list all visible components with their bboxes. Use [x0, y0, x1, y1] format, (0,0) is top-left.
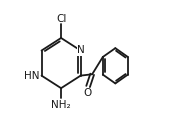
Text: O: O — [83, 88, 91, 98]
Text: NH₂: NH₂ — [51, 100, 71, 110]
Text: HN: HN — [24, 71, 39, 81]
Text: N: N — [77, 45, 85, 55]
Text: Cl: Cl — [56, 14, 66, 24]
